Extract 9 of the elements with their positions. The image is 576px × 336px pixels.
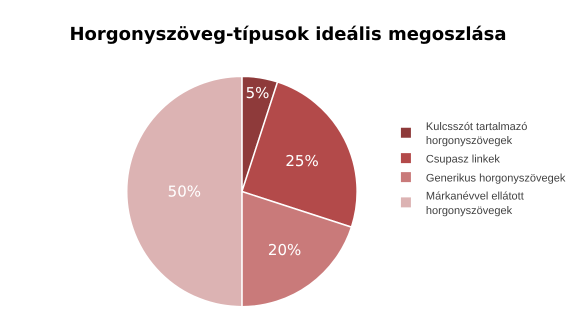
data-label: 50% [168,182,201,201]
data-label: 20% [268,241,302,260]
data-label: 25% [285,152,319,170]
data-label: 5% [246,84,270,102]
chart-title: Horgonyszöveg-típusok ideális megoszlása [69,24,507,45]
legend-label: Generikus horgonyszövegek [426,172,566,184]
legend-label: Csupasz linkek [426,153,500,166]
legend-label: Márkanévvel ellátott horgonyszövegek [426,190,524,217]
legend-label: Kulcsszót tartalmazó horgonyszövegek [426,120,528,148]
